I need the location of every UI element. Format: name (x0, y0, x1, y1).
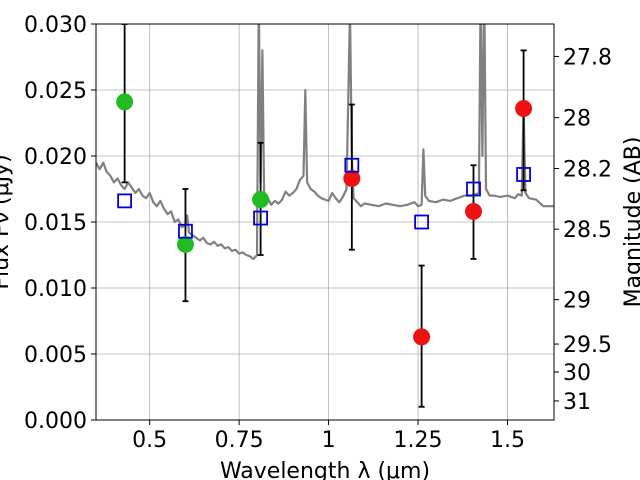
right-tick-label: 30 (563, 361, 591, 386)
photometry-point (116, 93, 134, 111)
right-tick-label: 27.8 (563, 45, 612, 70)
y-tick-label: 0.005 (24, 343, 87, 368)
y-axis-label: Flux Fν (μJy) (0, 154, 14, 289)
model-flux-square (516, 167, 531, 182)
model-flux-square (117, 193, 133, 209)
x-axis-label: Wavelength λ (μm) (220, 459, 430, 480)
model-flux-square (253, 210, 268, 226)
right-axis-label: Magnitude (AB) (621, 137, 640, 308)
x-tick-label: 0.75 (215, 428, 264, 453)
y-tick-label: 0.025 (24, 79, 87, 104)
x-tick-label: 1.5 (490, 428, 525, 453)
photometry-point (343, 169, 361, 187)
right-tick-label: 28.2 (563, 157, 612, 182)
model-spectrum-line (96, 24, 554, 261)
y-ticks: 0.000 0.005 0.010 0.015 0.020 0.025 0.030 (24, 13, 96, 434)
right-tick-label: 28 (563, 107, 591, 132)
photometry-point (413, 328, 431, 346)
spectrum-layer (96, 24, 554, 261)
y-tick-label: 0.030 (24, 13, 87, 38)
model-flux-square (414, 214, 430, 230)
x-ticks: 0.5 0.75 1 1.25 1.5 (132, 420, 525, 453)
y-tick-label: 0.010 (24, 277, 87, 302)
model-flux-square (344, 157, 360, 173)
x-tick-label: 1.25 (394, 428, 443, 453)
right-tick-label: 29 (563, 289, 591, 314)
x-tick-label: 1 (322, 428, 336, 453)
right-tick-label: 29.5 (563, 333, 612, 358)
model-flux-square (178, 223, 193, 239)
right-tick-label: 28.5 (563, 218, 612, 243)
y-tick-label: 0.000 (24, 409, 87, 434)
plot-area (96, 24, 554, 408)
errorbar-layer (121, 24, 527, 408)
photometry-point (252, 191, 270, 209)
y-tick-label: 0.020 (24, 145, 87, 170)
right-ticks: 27.8 28 28.2 28.5 29 29.5 30 31 (554, 45, 612, 415)
photometry-point (515, 99, 533, 117)
x-tick-label: 0.5 (132, 428, 167, 453)
y-tick-label: 0.015 (24, 211, 87, 236)
right-tick-label: 31 (563, 390, 591, 415)
photometry-point (176, 235, 194, 253)
photometry-point (464, 202, 482, 220)
square-layer (117, 157, 531, 239)
model-flux-square (466, 181, 481, 197)
marker-layer (116, 93, 533, 346)
